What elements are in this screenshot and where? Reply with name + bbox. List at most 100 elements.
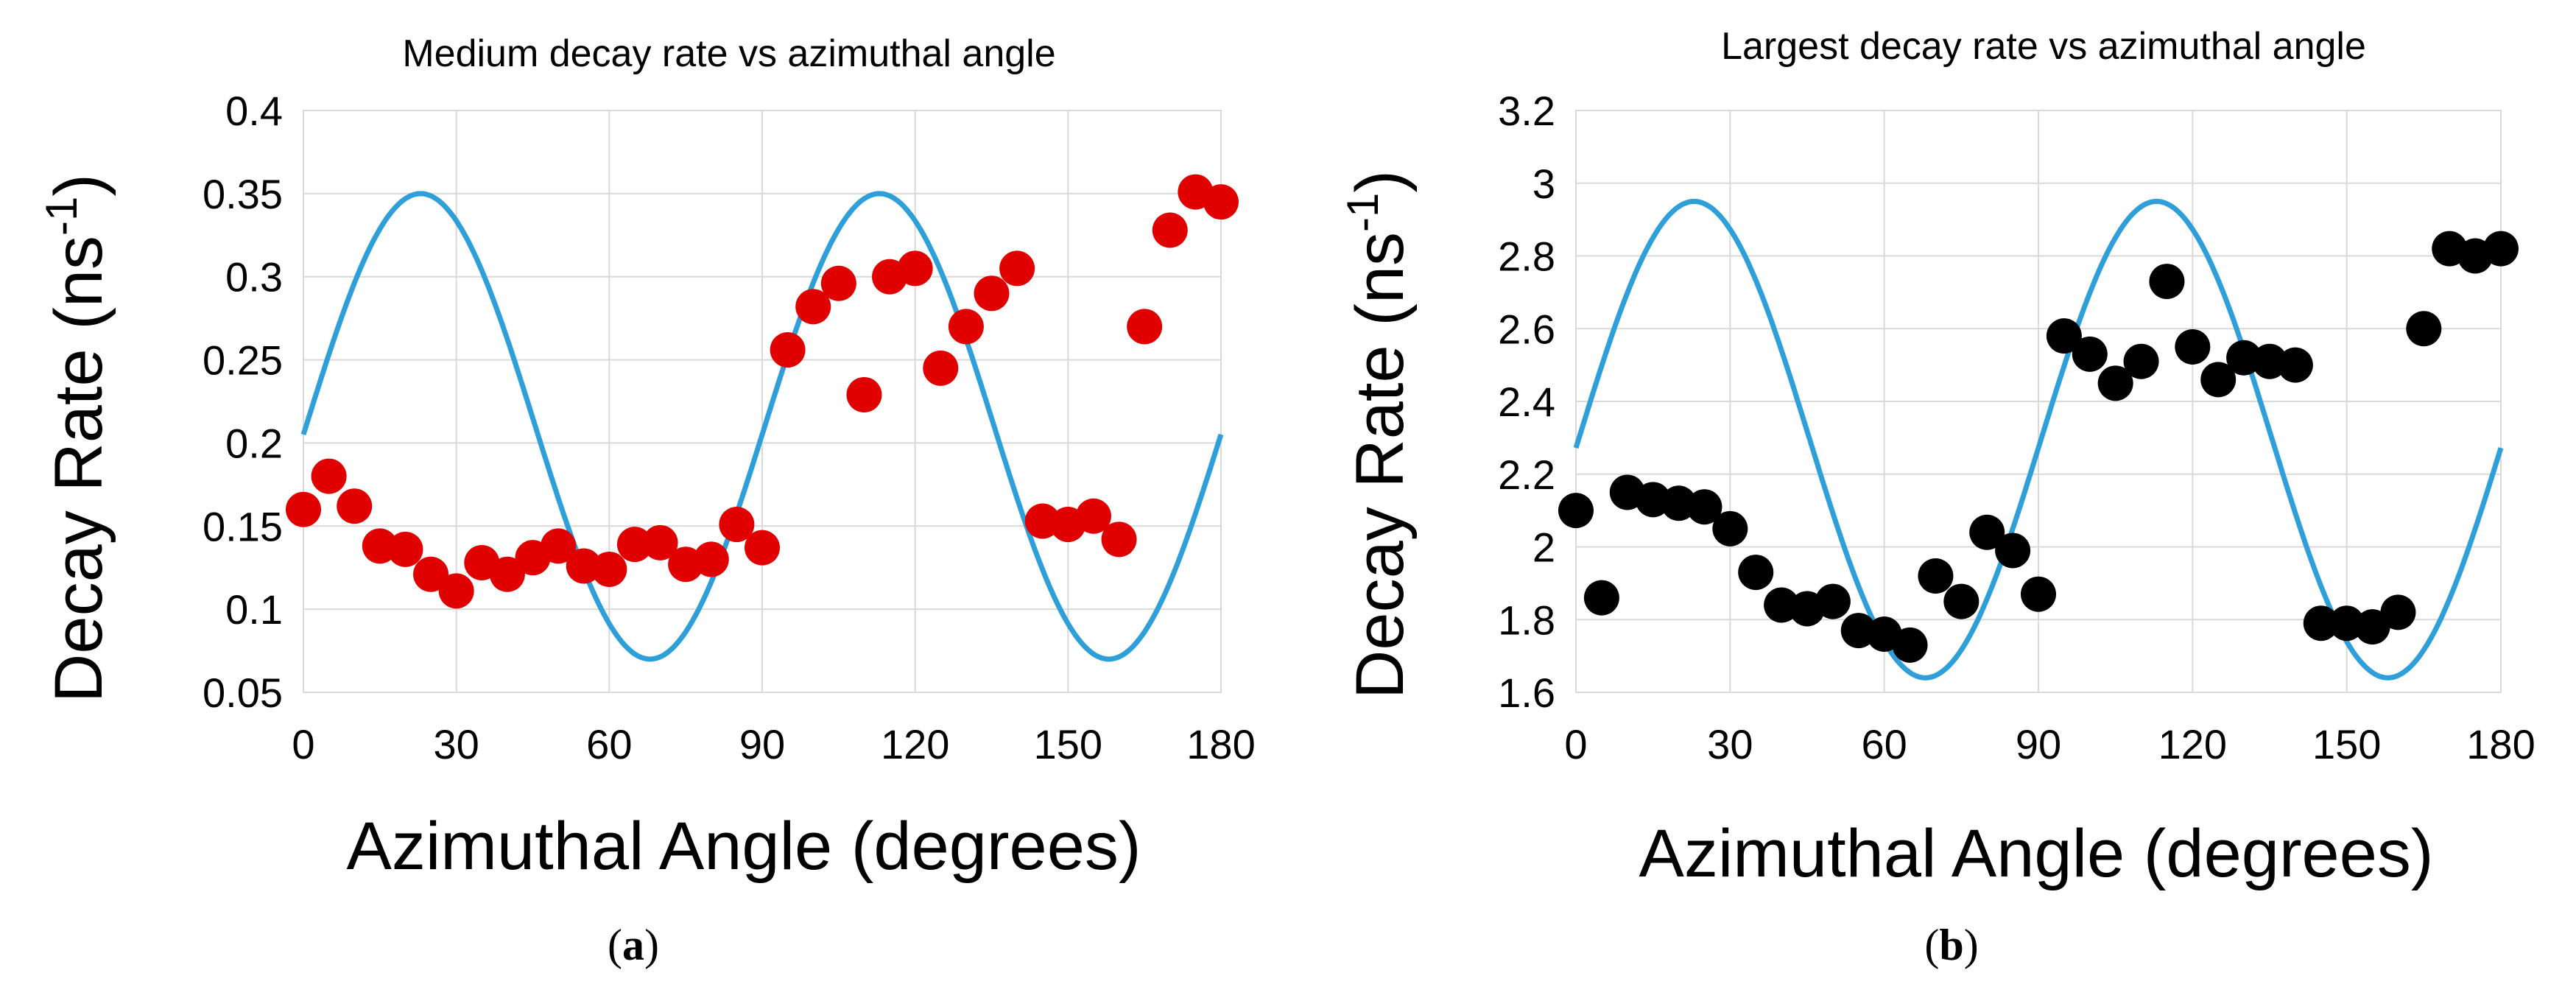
x-tick-label: 60	[1862, 721, 1907, 767]
x-tick-label: 90	[739, 721, 785, 767]
panel-label-a: (a)	[608, 921, 659, 969]
y-axis-label-main: Decay Rate (ns	[41, 236, 116, 703]
data-point	[2175, 328, 2211, 365]
data-point	[311, 458, 347, 494]
y-tick-label: 0.25	[203, 337, 283, 384]
panel-label-open: (	[1924, 921, 1939, 969]
x-tick-label: 0	[1564, 721, 1587, 767]
fit-curve	[300, 191, 1224, 662]
plot-frame	[1575, 110, 2502, 693]
data-point	[2303, 605, 2339, 642]
data-point	[387, 531, 423, 567]
data-point	[1127, 309, 1163, 345]
data-point	[438, 573, 474, 609]
x-tick-label: 30	[1707, 721, 1753, 767]
data-point	[1943, 583, 1979, 619]
x-tick-labels: 0 30 60 90 120 150 180	[1564, 721, 2535, 767]
x-tick-label: 180	[1186, 721, 1255, 767]
data-point	[1712, 510, 1748, 547]
data-point	[2046, 318, 2082, 354]
chart-panel-b: Largest decay rate vs azimuthal angle 1.…	[1338, 25, 2535, 969]
data-point	[489, 556, 525, 592]
y-axis-label-end: )	[41, 174, 116, 197]
data-point	[1152, 212, 1188, 248]
plot-frame	[303, 110, 1222, 693]
data-point	[2200, 362, 2237, 398]
data-point	[795, 289, 831, 325]
data-point	[1995, 533, 2031, 569]
panel-label-close: )	[1964, 921, 1979, 969]
data-point	[923, 350, 959, 386]
y-tick-label: 0.2	[225, 420, 283, 466]
x-tick-label: 30	[434, 721, 479, 767]
y-tick-label: 3	[1532, 161, 1555, 207]
y-tick-label: 0.15	[203, 503, 283, 549]
x-tick-label: 90	[2016, 721, 2061, 767]
y-tick-label: 2.4	[1498, 379, 1555, 425]
fit-curve	[1573, 198, 2504, 681]
y-axis-label: Decay Rate (ns-1)	[37, 174, 116, 703]
y-axis-label-superscript: -1	[1338, 193, 1387, 232]
data-point	[1101, 521, 1137, 558]
y-tick-label: 1.8	[1498, 597, 1555, 643]
x-tick-label: 0	[292, 721, 314, 767]
x-axis-label: Azimuthal Angle (degrees)	[1639, 816, 2433, 891]
data-point	[1583, 580, 1619, 616]
panel-label-letter: b	[1939, 921, 1963, 969]
x-tick-label: 60	[586, 721, 632, 767]
y-axis-label-main: Decay Rate (ns	[1342, 232, 1418, 699]
data-point	[693, 541, 729, 577]
y-tick-label: 2.8	[1498, 233, 1555, 280]
data-point	[2123, 343, 2159, 379]
y-tick-label: 1.6	[1498, 670, 1555, 716]
y-tick-labels: 1.6 1.8 2 2.2 2.4 2.6 2.8 3 3.2	[1498, 88, 1555, 716]
data-point	[1892, 627, 1928, 663]
x-tick-label: 150	[1034, 721, 1102, 767]
data-point	[820, 265, 856, 301]
data-point	[642, 524, 678, 561]
x-tick-label: 180	[2466, 721, 2535, 767]
x-axis-label: Azimuthal Angle (degrees)	[346, 809, 1141, 884]
y-axis-label: Decay Rate (ns-1)	[1338, 170, 1418, 699]
panel-label-letter: a	[622, 921, 644, 969]
y-axis-label-end: )	[1342, 170, 1418, 193]
panel-label-open: (	[608, 921, 622, 969]
data-point	[1815, 583, 1851, 619]
chart-title: Medium decay rate vs azimuthal angle	[402, 32, 1055, 75]
data-point	[2380, 594, 2416, 630]
data-point	[719, 507, 755, 543]
x-tick-label: 120	[881, 721, 949, 767]
data-point	[948, 309, 984, 345]
y-tick-label: 0.3	[225, 254, 283, 301]
y-tick-label: 0.4	[225, 88, 283, 134]
y-axis-label-superscript: -1	[37, 197, 86, 236]
chart-title: Largest decay rate vs azimuthal angle	[1721, 25, 2366, 68]
data-point	[897, 250, 933, 287]
data-point	[999, 250, 1035, 287]
data-point	[1918, 558, 1954, 594]
y-tick-label: 0.1	[225, 586, 283, 633]
data-point	[2072, 336, 2108, 372]
y-tick-label: 0.05	[203, 670, 283, 716]
panel-label-close: )	[644, 921, 659, 969]
data-point	[1738, 555, 1774, 591]
x-tick-label: 120	[2158, 721, 2227, 767]
data-point	[2097, 365, 2133, 401]
data-point	[541, 528, 577, 564]
x-tick-labels: 0 30 60 90 120 150 180	[292, 721, 1255, 767]
data-point	[1075, 498, 1111, 534]
data-point	[2149, 264, 2185, 300]
data-points	[1558, 231, 2519, 663]
y-tick-labels: 0.05 0.1 0.15 0.2 0.25 0.3 0.35 0.4	[203, 88, 283, 716]
data-point	[2021, 576, 2056, 612]
data-point	[1686, 489, 1722, 525]
data-point	[2354, 609, 2390, 645]
data-point	[2483, 231, 2519, 267]
data-point	[591, 551, 627, 587]
data-point	[1203, 184, 1239, 220]
y-tick-label: 3.2	[1498, 88, 1555, 134]
data-point	[745, 530, 780, 566]
y-tick-label: 2.6	[1498, 306, 1555, 352]
data-point	[337, 488, 373, 524]
panel-label-b: (b)	[1924, 921, 1978, 969]
